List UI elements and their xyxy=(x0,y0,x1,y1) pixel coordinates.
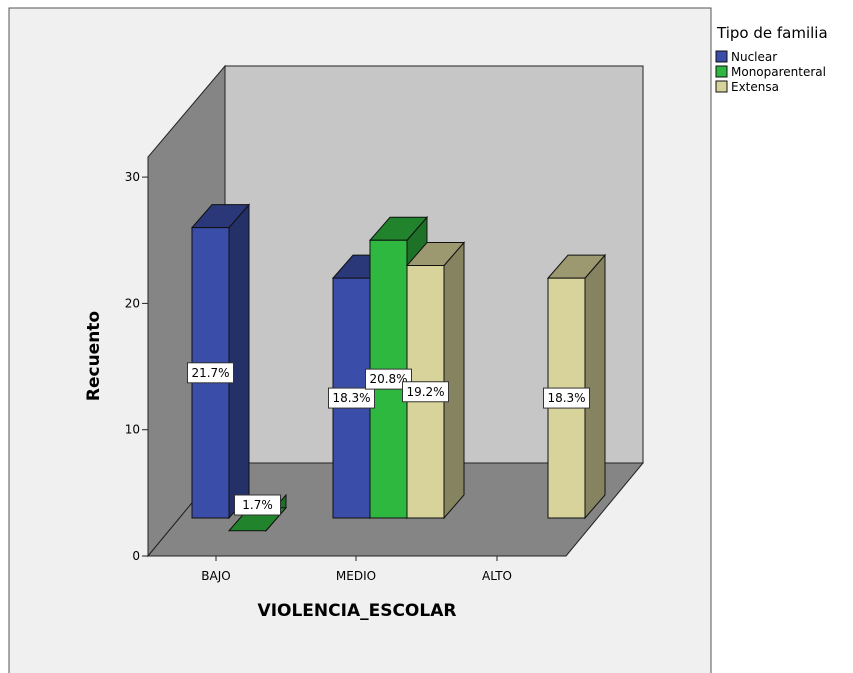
legend-label: Monoparenteral xyxy=(731,65,826,79)
x-tick-label: BAJO xyxy=(201,569,230,583)
data-label-box xyxy=(402,381,449,403)
data-label-box xyxy=(328,387,375,409)
data-label: 1.7% xyxy=(234,494,281,516)
data-label-box xyxy=(543,387,590,409)
data-label: 18.3% xyxy=(543,387,590,409)
bar-side xyxy=(443,241,465,520)
legend-item: Monoparenteral xyxy=(715,65,826,79)
data-label: 20.8% xyxy=(365,368,412,390)
bar xyxy=(546,253,607,520)
bar-side xyxy=(228,203,250,520)
y-tick-label: 0 xyxy=(132,549,140,563)
y-tick-label: 30 xyxy=(125,170,140,184)
legend-swatch xyxy=(715,80,728,93)
data-label-text: 20.8% xyxy=(369,372,407,386)
data-label-box xyxy=(187,362,234,384)
y-axis-title: Recuento xyxy=(84,311,104,401)
data-label-text: 19.2% xyxy=(406,385,444,399)
data-label-text: 1.7% xyxy=(242,498,273,512)
bar xyxy=(405,241,466,520)
bar-side xyxy=(584,253,606,520)
y-tick-label: 20 xyxy=(125,296,140,310)
data-label-text: 18.3% xyxy=(332,391,370,405)
data-label-text: 18.3% xyxy=(547,391,585,405)
data-label: 21.7% xyxy=(187,362,234,384)
x-tick-label: ALTO xyxy=(482,569,512,583)
legend-swatch xyxy=(715,65,728,78)
data-label-text: 21.7% xyxy=(191,366,229,380)
legend-item: Extensa xyxy=(715,80,779,94)
legend-item: Nuclear xyxy=(715,50,777,64)
x-tick-label: MEDIO xyxy=(336,569,376,583)
legend-label: Extensa xyxy=(731,80,779,94)
x-axis-title: VIOLENCIA_ESCOLAR xyxy=(258,601,457,621)
legend-title: Tipo de familia xyxy=(716,24,828,42)
legend-label: Nuclear xyxy=(731,50,777,64)
data-label: 18.3% xyxy=(328,387,375,409)
legend-swatch xyxy=(715,50,728,63)
y-tick-label: 10 xyxy=(125,423,140,437)
bar xyxy=(190,203,251,520)
data-label: 19.2% xyxy=(402,381,449,403)
data-label-box xyxy=(365,368,412,390)
data-label-box xyxy=(234,494,281,516)
